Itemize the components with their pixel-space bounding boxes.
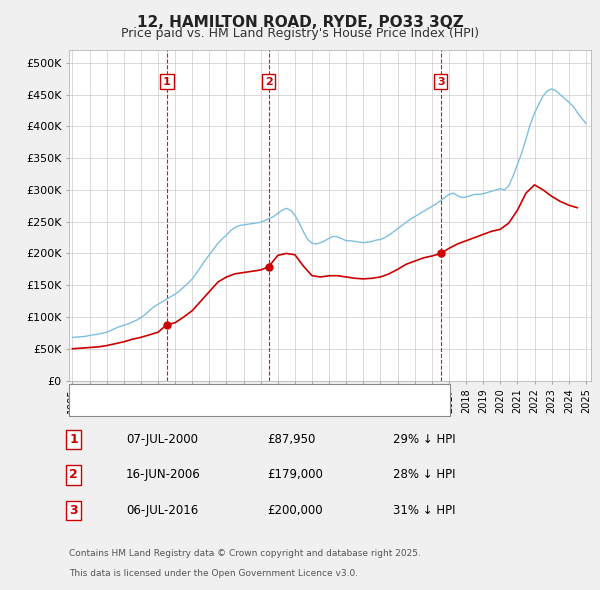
Text: 07-JUL-2000: 07-JUL-2000	[126, 433, 198, 446]
Text: 31% ↓ HPI: 31% ↓ HPI	[393, 504, 455, 517]
Text: 16-JUN-2006: 16-JUN-2006	[126, 468, 201, 481]
Text: 12, HAMILTON ROAD, RYDE, PO33 3QZ (detached house): 12, HAMILTON ROAD, RYDE, PO33 3QZ (detac…	[108, 388, 403, 398]
Text: 06-JUL-2016: 06-JUL-2016	[126, 504, 198, 517]
Text: 1: 1	[163, 77, 171, 87]
Text: 29% ↓ HPI: 29% ↓ HPI	[393, 433, 455, 446]
Text: 12, HAMILTON ROAD, RYDE, PO33 3QZ: 12, HAMILTON ROAD, RYDE, PO33 3QZ	[137, 15, 463, 30]
Text: This data is licensed under the Open Government Licence v3.0.: This data is licensed under the Open Gov…	[69, 569, 358, 578]
Text: 2: 2	[70, 468, 78, 481]
Text: Contains HM Land Registry data © Crown copyright and database right 2025.: Contains HM Land Registry data © Crown c…	[69, 549, 421, 558]
Text: £200,000: £200,000	[267, 504, 323, 517]
Text: 3: 3	[70, 504, 78, 517]
Text: 3: 3	[437, 77, 445, 87]
Text: 2: 2	[265, 77, 272, 87]
Text: £179,000: £179,000	[267, 468, 323, 481]
Text: £87,950: £87,950	[267, 433, 316, 446]
Text: HPI: Average price, detached house, Isle of Wight: HPI: Average price, detached house, Isle…	[108, 402, 366, 412]
Text: 28% ↓ HPI: 28% ↓ HPI	[393, 468, 455, 481]
Text: 1: 1	[70, 433, 78, 446]
Text: Price paid vs. HM Land Registry's House Price Index (HPI): Price paid vs. HM Land Registry's House …	[121, 27, 479, 40]
